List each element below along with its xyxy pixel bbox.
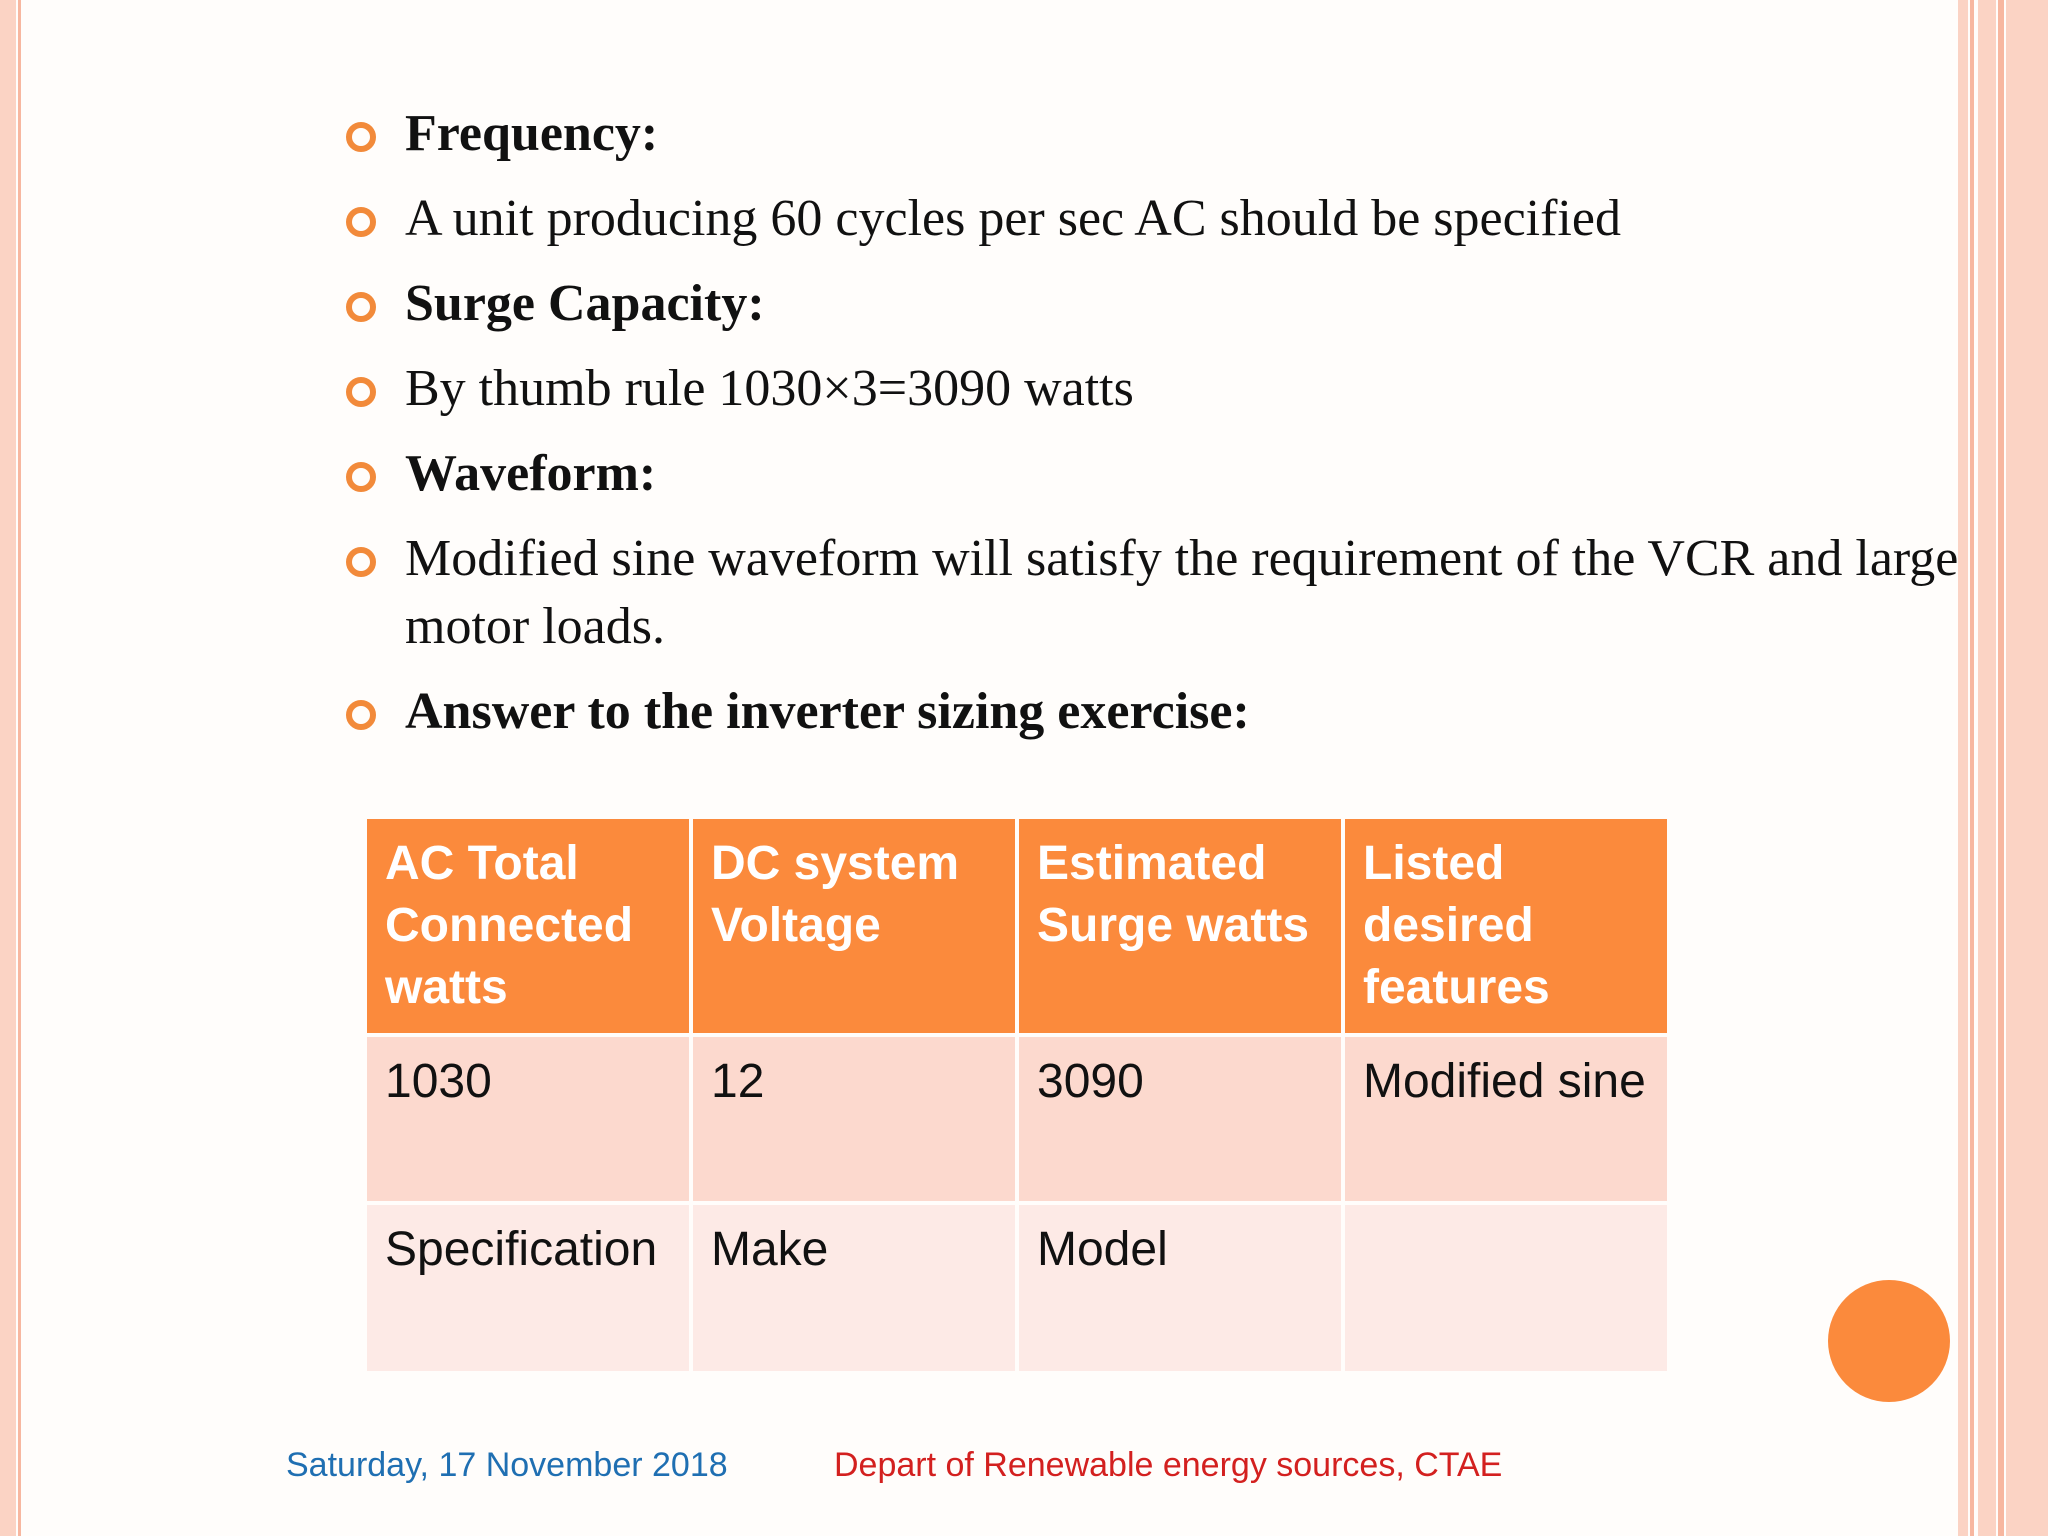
footer-date: Saturday, 17 November 2018	[286, 1446, 728, 1484]
bullet-item: Surge Capacity:	[340, 270, 1980, 338]
bullet-text: Waveform:	[405, 445, 657, 502]
right-border-stripes	[1958, 0, 2048, 1536]
table-cell: 3090	[1019, 1037, 1341, 1201]
table-header-cell: Listed desired features	[1345, 819, 1667, 1033]
table-cell: 12	[693, 1037, 1015, 1201]
bullet-item: Answer to the inverter sizing exercise:	[340, 678, 1980, 746]
footer-department: Depart of Renewable energy sources, CTAE	[834, 1446, 1503, 1484]
bullet-circle-icon	[346, 377, 376, 407]
table-header-row: AC Total Connected watts DC system Volta…	[367, 819, 1667, 1033]
bullet-text: Answer to the inverter sizing exercise:	[405, 683, 1250, 740]
left-border-line	[18, 0, 21, 1536]
table-cell: Modified sine	[1345, 1037, 1667, 1201]
inverter-sizing-table: AC Total Connected watts DC system Volta…	[363, 815, 1671, 1375]
table-cell: 1030	[367, 1037, 689, 1201]
bullet-list: Frequency: A unit producing 60 cycles pe…	[340, 100, 1980, 763]
bullet-item: Waveform:	[340, 440, 1980, 508]
table-header-cell: Estimated Surge watts	[1019, 819, 1341, 1033]
bullet-item: Modified sine waveform will satisfy the …	[340, 525, 1980, 661]
bullet-circle-icon	[346, 207, 376, 237]
bullet-item: By thumb rule 1030×3=3090 watts	[340, 355, 1980, 423]
bullet-text: A unit producing 60 cycles per sec AC sh…	[405, 190, 1621, 247]
table-header-cell: DC system Voltage	[693, 819, 1015, 1033]
table-cell: Specification	[367, 1205, 689, 1371]
bullet-text: Frequency:	[405, 105, 659, 162]
table-row: Specification Make Model	[367, 1205, 1667, 1371]
bullet-circle-icon	[346, 462, 376, 492]
table-cell: Make	[693, 1205, 1015, 1371]
table-row: 1030 12 3090 Modified sine	[367, 1037, 1667, 1201]
decorative-circle	[1828, 1280, 1950, 1402]
bullet-item: Frequency:	[340, 100, 1980, 168]
table-cell: Model	[1019, 1205, 1341, 1371]
bullet-text: Modified sine waveform will satisfy the …	[405, 530, 1959, 655]
bullet-circle-icon	[346, 122, 376, 152]
table-cell	[1345, 1205, 1667, 1371]
bullet-circle-icon	[346, 547, 376, 577]
bullet-circle-icon	[346, 700, 376, 730]
bullet-item: A unit producing 60 cycles per sec AC sh…	[340, 185, 1980, 253]
bullet-text: By thumb rule 1030×3=3090 watts	[405, 360, 1134, 417]
bullet-circle-icon	[346, 292, 376, 322]
bullet-text: Surge Capacity:	[405, 275, 765, 332]
table-header-cell: AC Total Connected watts	[367, 819, 689, 1033]
left-border-stripe	[0, 0, 16, 1536]
